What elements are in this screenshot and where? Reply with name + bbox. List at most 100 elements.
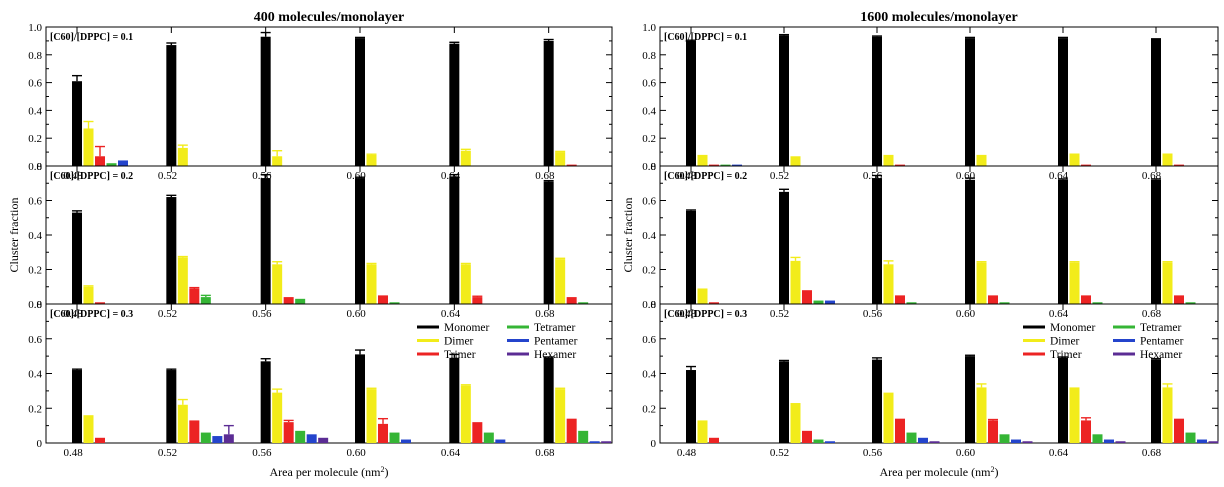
bar-dimer bbox=[177, 257, 188, 304]
bar-monomer bbox=[166, 45, 177, 166]
panel-frame bbox=[45, 303, 613, 444]
bar-trimer bbox=[988, 420, 998, 443]
bar-tetramer bbox=[999, 302, 1010, 304]
x-tick-label: 0.68 bbox=[535, 170, 555, 182]
bar-trimer bbox=[709, 302, 719, 304]
y-tick-label: 0.8 bbox=[642, 50, 656, 62]
legend-label-hexamer: Hexamer bbox=[534, 349, 576, 361]
y-tick-label: 0 bbox=[651, 299, 657, 311]
bar-tetramer bbox=[813, 300, 824, 304]
x-tick-label: 0.64 bbox=[441, 447, 461, 459]
bar-trimer bbox=[95, 437, 105, 443]
legend-label-tetramer: Tetramer bbox=[1140, 322, 1182, 334]
bar-monomer bbox=[1058, 38, 1068, 167]
bar-dimer bbox=[1162, 262, 1173, 304]
bar-pentamer bbox=[825, 300, 835, 304]
y-tick-label: 0.8 bbox=[28, 161, 42, 173]
bar-trimer bbox=[95, 302, 105, 304]
y-tick-label: 0 bbox=[651, 438, 657, 450]
x-tick-label: 0.52 bbox=[770, 170, 789, 182]
x-tick-label: 0.60 bbox=[347, 447, 367, 459]
bar-monomer bbox=[166, 370, 177, 443]
bar-trimer bbox=[802, 430, 812, 443]
y-tick-label: 0.2 bbox=[642, 133, 656, 145]
bar-tetramer bbox=[720, 164, 731, 166]
bar-dimer bbox=[1162, 387, 1173, 443]
bar-tetramer bbox=[295, 298, 306, 304]
bar-monomer bbox=[965, 38, 975, 167]
bar-tetramer bbox=[483, 432, 494, 443]
x-tick-label: 0.52 bbox=[770, 447, 789, 459]
bar-trimer bbox=[1081, 164, 1091, 166]
x-tick-label: 0.52 bbox=[158, 447, 177, 459]
y-tick-label: 0.4 bbox=[28, 230, 42, 242]
bar-hexamer bbox=[1115, 441, 1126, 443]
x-tick-label: 0.52 bbox=[770, 308, 789, 320]
bar-pentamer bbox=[1197, 439, 1207, 443]
bar-dimer bbox=[790, 260, 801, 304]
x-tick-label: 0.68 bbox=[1142, 308, 1162, 320]
x-tick-label: 0.68 bbox=[535, 447, 555, 459]
bar-trimer bbox=[709, 164, 719, 166]
bar-trimer bbox=[566, 164, 577, 166]
y-tick-label: 1.0 bbox=[28, 22, 42, 34]
y-tick-label: 0.2 bbox=[28, 403, 42, 415]
bar-tetramer bbox=[389, 432, 400, 443]
bar-dimer bbox=[83, 128, 94, 166]
x-tick-label: 0.48 bbox=[677, 170, 697, 182]
bar-monomer bbox=[543, 181, 554, 304]
bar-trimer bbox=[189, 420, 200, 443]
bar-monomer bbox=[965, 179, 975, 304]
bar-tetramer bbox=[813, 439, 824, 443]
bar-tetramer bbox=[295, 430, 306, 443]
bar-pentamer bbox=[589, 441, 600, 443]
bar-dimer bbox=[83, 415, 94, 443]
bar-pentamer bbox=[212, 436, 223, 443]
y-tick-label: 0.4 bbox=[642, 369, 656, 381]
bar-trimer bbox=[378, 423, 388, 443]
bar-dimer bbox=[790, 156, 801, 166]
bar-trimer bbox=[566, 418, 577, 443]
bar-monomer bbox=[449, 43, 460, 166]
bar-monomer bbox=[260, 361, 271, 443]
bar-trimer bbox=[1081, 420, 1091, 443]
bar-pentamer bbox=[1011, 439, 1021, 443]
bar-pentamer bbox=[825, 441, 835, 443]
panel-frame bbox=[45, 26, 613, 167]
bar-tetramer bbox=[1185, 432, 1196, 443]
bar-tetramer bbox=[1185, 302, 1196, 304]
bar-pentamer bbox=[306, 434, 317, 443]
bar-pentamer bbox=[401, 439, 411, 443]
bar-dimer bbox=[976, 154, 987, 166]
bar-monomer bbox=[355, 38, 365, 167]
bar-hexamer bbox=[929, 441, 940, 443]
panel-annotation: [C60]/[DPPC] = 0.2 bbox=[50, 171, 133, 182]
bar-hexamer bbox=[318, 437, 329, 443]
bar-monomer bbox=[872, 359, 882, 443]
x-tick-label: 0.60 bbox=[956, 447, 976, 459]
bar-dimer bbox=[976, 387, 987, 443]
x-tick-label: 0.52 bbox=[158, 308, 177, 320]
bar-trimer bbox=[895, 418, 905, 443]
legend-label-monomer: Monomer bbox=[1050, 322, 1096, 334]
bar-dimer bbox=[460, 385, 471, 443]
x-tick-label: 0.68 bbox=[535, 308, 555, 320]
bar-pentamer bbox=[918, 437, 928, 443]
y-tick-label: 0 bbox=[651, 161, 657, 173]
panel-frame bbox=[659, 303, 1219, 444]
bar-monomer bbox=[1058, 357, 1068, 443]
bar-tetramer bbox=[200, 297, 211, 304]
x-tick-label: 0.64 bbox=[1049, 447, 1069, 459]
bar-dimer bbox=[1069, 153, 1080, 166]
x-tick-label: 0.64 bbox=[441, 308, 461, 320]
y-tick-label: 0 bbox=[37, 438, 43, 450]
bar-tetramer bbox=[389, 302, 400, 304]
chart-title: 400 molecules/monolayer bbox=[254, 10, 404, 25]
bar-dimer bbox=[1162, 153, 1173, 166]
y-axis-label: Cluster fraction bbox=[7, 198, 21, 273]
x-tick-label: 0.60 bbox=[347, 308, 367, 320]
bar-trimer bbox=[189, 288, 200, 304]
legend-label-trimer: Trimer bbox=[444, 349, 476, 361]
bar-hexamer bbox=[601, 441, 612, 443]
